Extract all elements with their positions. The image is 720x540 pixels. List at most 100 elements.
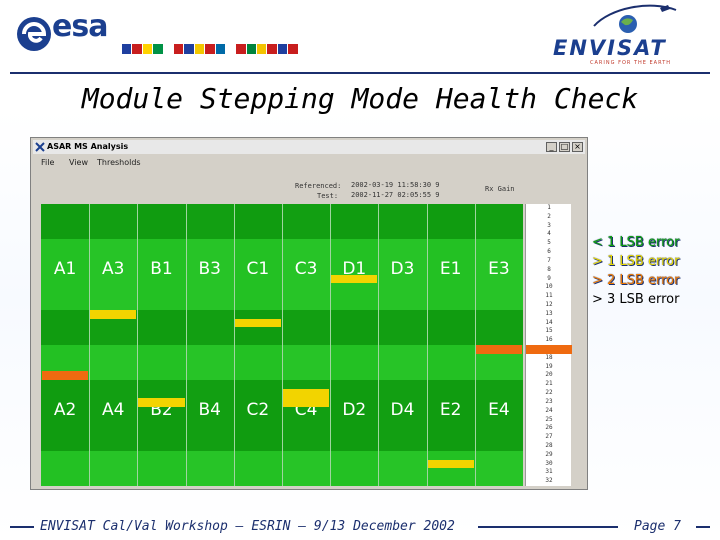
health-band xyxy=(185,204,234,240)
close-button[interactable]: × xyxy=(572,142,583,152)
row-index: 25 xyxy=(545,415,553,423)
health-band xyxy=(137,204,186,240)
row-index: 28 xyxy=(545,441,553,449)
envisat-logo-text: ENVISAT xyxy=(553,36,667,60)
column-divider xyxy=(137,204,139,486)
row-index: 26 xyxy=(545,424,553,432)
health-band xyxy=(330,450,379,486)
row-index-column[interactable]: 1234567891011121314151617181920212223242… xyxy=(525,204,572,486)
maximize-button[interactable]: □ xyxy=(559,142,570,152)
flag-swatch xyxy=(205,44,215,54)
row-index: 7 xyxy=(547,256,551,264)
row-index: 22 xyxy=(545,389,553,397)
module-column[interactable]: A1 A2 xyxy=(41,204,90,486)
row-index: 11 xyxy=(545,292,553,300)
health-band xyxy=(233,309,282,345)
row-index: 29 xyxy=(545,450,553,458)
module-column[interactable]: E3 E4 xyxy=(474,204,523,486)
flag-swatch xyxy=(257,44,267,54)
member-flags xyxy=(122,44,309,54)
test-value: 2002-11-27 02:05:55 9 xyxy=(351,191,440,199)
health-band xyxy=(282,309,331,345)
health-band xyxy=(89,204,138,240)
flag-swatch xyxy=(173,44,184,54)
health-band xyxy=(330,345,379,381)
header-rule xyxy=(10,72,710,74)
health-band xyxy=(89,380,138,451)
flag-swatch xyxy=(163,44,173,54)
column-divider xyxy=(89,204,91,486)
column-divider xyxy=(282,204,283,486)
module-label-bottom: E2 xyxy=(439,399,462,420)
module-column[interactable]: E1 E2 xyxy=(426,204,475,486)
health-band xyxy=(41,239,90,310)
module-label-bottom: A4 xyxy=(102,399,125,420)
legend: < 1 LSB error > 1 LSB error > 2 LSB erro… xyxy=(592,233,679,309)
footer-rule-right xyxy=(696,526,710,528)
menubar: File View Thresholds xyxy=(35,158,585,172)
module-label-top: D3 xyxy=(390,258,415,279)
row-index: 16 xyxy=(545,336,553,344)
error-marker xyxy=(283,389,330,398)
health-band xyxy=(233,345,282,381)
asar-ms-analysis-window: ASAR MS Analysis _ □ × File View Thresho… xyxy=(30,137,588,490)
module-label-bottom: A2 xyxy=(53,399,77,420)
flag-swatch xyxy=(277,44,288,54)
health-band xyxy=(378,450,427,486)
health-band xyxy=(426,239,475,310)
flag-swatch xyxy=(288,44,298,54)
health-band xyxy=(185,380,234,451)
module-column[interactable]: D1 D2 xyxy=(330,204,379,486)
health-band xyxy=(282,450,331,486)
health-band xyxy=(137,380,186,451)
module-column[interactable]: B1 B2 xyxy=(137,204,186,486)
menu-view[interactable]: View xyxy=(69,158,88,167)
error-marker xyxy=(427,459,474,469)
column-divider xyxy=(474,204,476,486)
health-band xyxy=(378,309,427,345)
row-index: 14 xyxy=(545,318,553,326)
health-band xyxy=(330,380,379,451)
error-marker xyxy=(475,345,522,354)
referenced-value: 2002-03-19 11:58:30 9 xyxy=(351,181,440,189)
module-label-top: E3 xyxy=(488,258,510,279)
error-marker xyxy=(283,397,330,407)
esa-logo-text: esa xyxy=(52,9,108,44)
module-label-top: A3 xyxy=(102,258,125,279)
module-column[interactable]: D3 D4 xyxy=(378,204,427,486)
menu-thresholds[interactable]: Thresholds xyxy=(97,158,141,167)
column-divider xyxy=(233,204,235,486)
window-title: ASAR MS Analysis xyxy=(47,142,129,151)
module-column[interactable]: A3 A4 xyxy=(89,204,138,486)
esa-logo-icon xyxy=(17,17,51,51)
minimize-button[interactable]: _ xyxy=(546,142,557,152)
health-band xyxy=(185,239,234,310)
module-column[interactable]: B3 B4 xyxy=(185,204,234,486)
row-index: 20 xyxy=(545,371,553,379)
column-divider xyxy=(185,204,187,486)
module-label-bottom: E4 xyxy=(488,399,510,420)
health-band xyxy=(474,239,523,310)
health-band xyxy=(378,204,427,240)
flag-swatch xyxy=(142,44,153,54)
flag-swatch xyxy=(132,44,142,54)
row-index: 19 xyxy=(545,362,553,370)
menu-file[interactable]: File xyxy=(41,158,55,167)
health-band xyxy=(330,309,379,345)
legend-item-gt2: > 2 LSB error xyxy=(592,273,680,288)
module-label-bottom: B4 xyxy=(198,399,221,420)
health-band xyxy=(137,239,186,310)
health-band xyxy=(41,450,90,486)
module-column[interactable]: C1 C2 xyxy=(233,204,282,486)
health-band xyxy=(282,204,331,240)
window-titlebar[interactable]: ASAR MS Analysis _ □ × xyxy=(33,140,585,154)
row-index: 24 xyxy=(545,406,553,414)
health-band xyxy=(282,239,331,310)
flag-swatch xyxy=(267,44,277,54)
health-band xyxy=(89,450,138,486)
footer-rule-left xyxy=(10,526,34,528)
row-index: 6 xyxy=(547,248,551,256)
row-index: 1 xyxy=(547,204,551,211)
module-column[interactable]: C3 C4 xyxy=(282,204,331,486)
health-band xyxy=(233,380,282,451)
